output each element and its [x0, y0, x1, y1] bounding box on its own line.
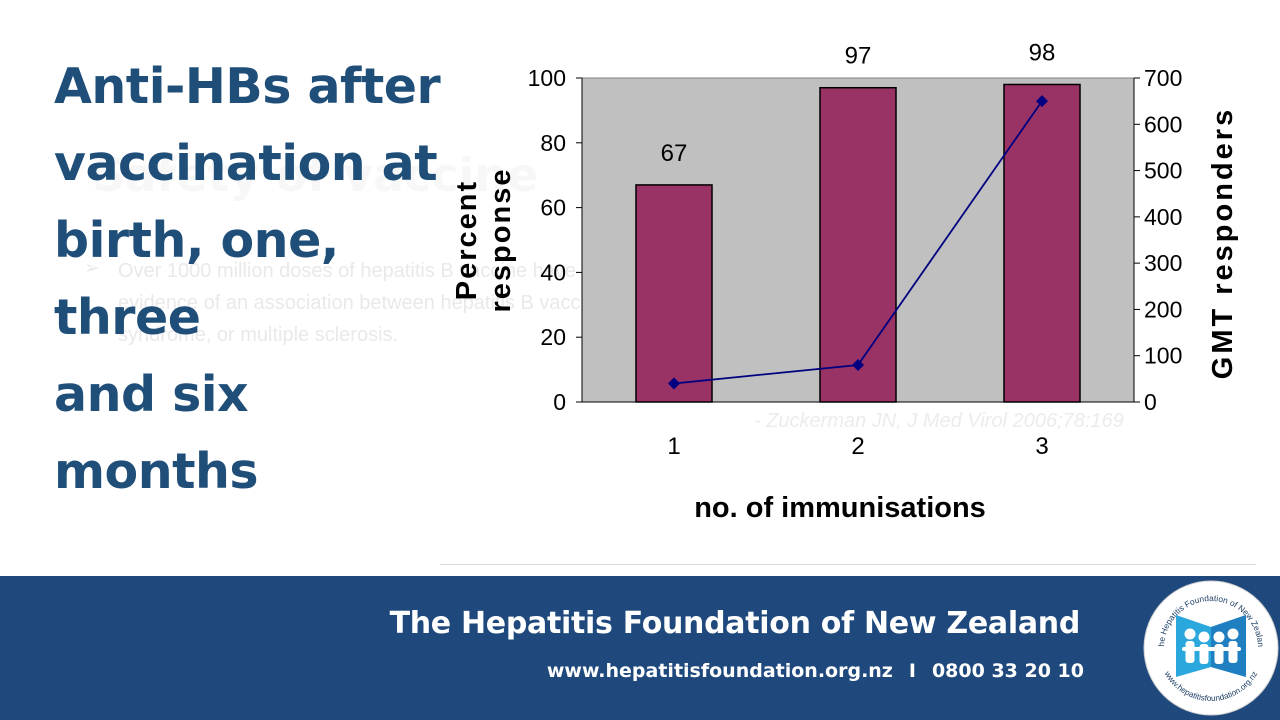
website-link[interactable]: www.hepatitisfoundation.org.nz [546, 660, 893, 682]
y-tick-label-left: 20 [540, 324, 566, 350]
bar [635, 184, 713, 403]
phone-number: 0800 33 20 10 [931, 660, 1084, 682]
x-axis-title: no. of immunisations [694, 492, 986, 524]
chart: 0 20 40 60 80 100 0 100 200 300 400 500 600 700 67 97 98… [451, 39, 1239, 524]
y-tick-label-left: 40 [540, 259, 566, 285]
y-tick-label-left: 0 [553, 389, 566, 415]
y-axis-title-left: Percent [451, 180, 483, 300]
foundation-logo: The Hepatitis Foundation of New Zealand … [1142, 579, 1279, 716]
data-label: 98 [1029, 39, 1056, 66]
y-tick-label-right: 300 [1144, 250, 1182, 276]
y-tick-label-right: 700 [1144, 65, 1182, 91]
line-marker [668, 377, 680, 390]
y-tick-label-right: 100 [1144, 343, 1182, 369]
contact-line: www.hepatitisfoundation.org.nz I 0800 33 2… [547, 660, 1084, 682]
y-tick-label-right: 500 [1144, 158, 1182, 184]
y-tick-label-right: 0 [1144, 389, 1157, 415]
x-tick-label: 2 [851, 433, 864, 460]
x-tick-label: 3 [1035, 433, 1048, 460]
divider-line [440, 564, 1256, 565]
y-tick-label-left: 100 [528, 65, 566, 91]
y-axis-title-left: response [485, 168, 517, 313]
y-tick-label-left: 80 [540, 130, 566, 156]
y-tick-label-right: 400 [1144, 204, 1182, 230]
data-label: 67 [661, 140, 688, 167]
hands-joined-people-icon [1176, 615, 1246, 677]
slide-title: Anti-HBs after vaccination at birth, one… [54, 58, 441, 500]
y-tick-label-right: 600 [1144, 111, 1182, 137]
y-axis-title-right: GMT responders [1207, 107, 1239, 379]
x-tick-label: 1 [667, 433, 680, 460]
contact-separator: I [908, 660, 916, 682]
footer-bar: The Hepatitis Foundation of New Zealand … [0, 576, 1280, 720]
y-tick-label-right: 200 [1144, 296, 1182, 322]
line-marker [852, 358, 864, 371]
bar [1003, 83, 1081, 403]
organization-name: The Hepatitis Foundation of New Zealand [389, 606, 1081, 641]
y-tick-label-left: 60 [540, 195, 566, 221]
line-marker [1036, 95, 1048, 108]
bar [819, 86, 897, 403]
data-label: 97 [845, 43, 872, 70]
